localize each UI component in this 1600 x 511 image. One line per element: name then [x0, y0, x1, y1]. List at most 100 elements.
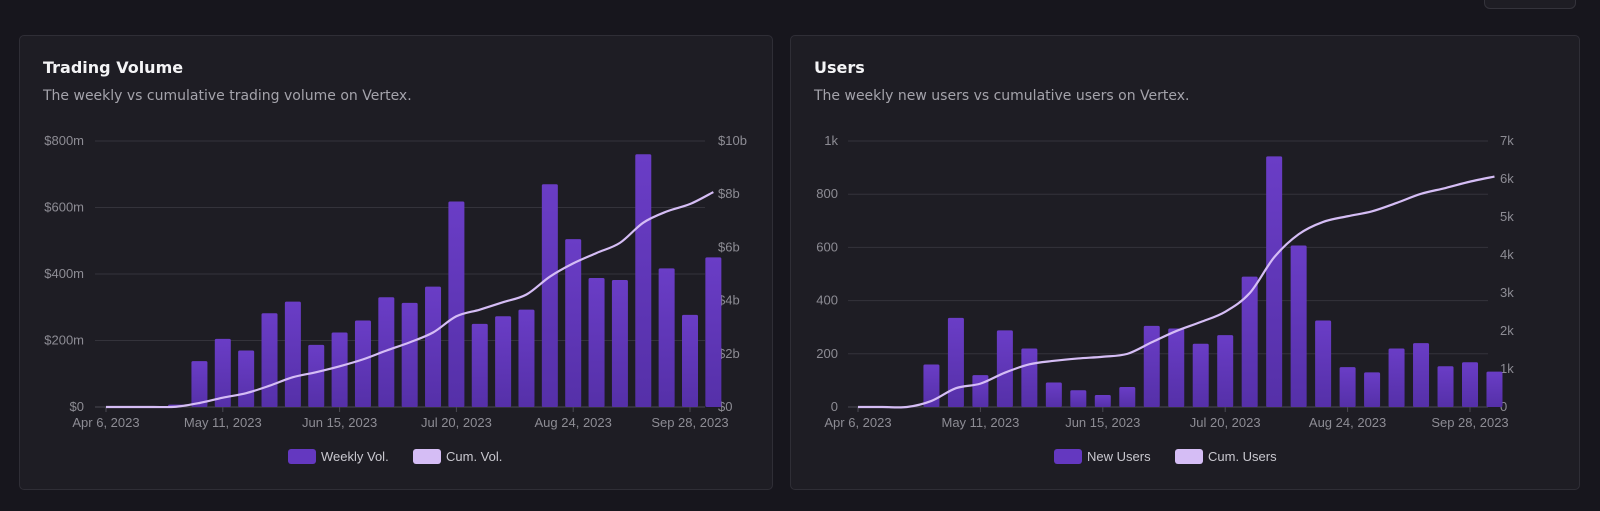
legend-swatch: [1054, 449, 1082, 464]
bar: [972, 375, 989, 407]
x-tick-label: Jun 15, 2023: [302, 415, 377, 430]
top-right-button[interactable]: [1484, 0, 1576, 9]
y-left-tick-label: 0: [831, 399, 838, 414]
x-tick-label: Apr 6, 2023: [824, 415, 891, 430]
legend-swatch: [1175, 449, 1203, 464]
y-right-tick-label: $8b: [718, 186, 740, 201]
bar: [495, 316, 512, 407]
bar: [1021, 348, 1038, 407]
y-left-tick-label: 600: [816, 239, 838, 254]
x-tick-label: Jul 20, 2023: [1190, 415, 1261, 430]
bar: [1290, 245, 1307, 407]
bar: [308, 344, 325, 407]
bar: [947, 317, 964, 407]
bar: [682, 314, 698, 407]
users-card: Users The weekly new users vs cumulative…: [790, 35, 1580, 490]
y-left-tick-label: 800: [816, 186, 838, 201]
bar: [214, 338, 231, 407]
x-tick-label: Jul 20, 2023: [421, 415, 492, 430]
y-left-tick-label: 200: [816, 346, 838, 361]
bar: [588, 277, 605, 407]
bar: [1266, 156, 1283, 407]
x-tick-label: Sep 28, 2023: [651, 415, 728, 430]
bar: [541, 184, 558, 407]
bar: [1168, 328, 1185, 407]
y-left-tick-label: $800m: [44, 133, 84, 148]
x-tick-label: May 11, 2023: [941, 415, 1019, 430]
bar: [1119, 387, 1136, 407]
bar: [1094, 395, 1111, 407]
card-subtitle: The weekly vs cumulative trading volume …: [43, 88, 412, 104]
bar: [331, 332, 348, 407]
bar: [565, 239, 582, 407]
legend-swatch: [288, 449, 316, 464]
bar: [1339, 367, 1356, 407]
y-right-tick-label: 7k: [1500, 133, 1514, 148]
y-left-tick-label: 400: [816, 293, 838, 308]
bar: [996, 330, 1013, 407]
bar: [635, 154, 652, 407]
bar: [1070, 390, 1087, 407]
bar: [425, 286, 442, 407]
bar: [705, 257, 722, 407]
legend-label: Cum. Vol.: [446, 449, 502, 464]
bar: [611, 279, 628, 407]
bar: [401, 302, 418, 407]
bar: [1045, 382, 1062, 407]
y-right-tick-label: $4b: [718, 293, 740, 308]
legend-label: New Users: [1087, 449, 1151, 464]
bar: [1413, 343, 1430, 407]
bar: [1364, 372, 1381, 407]
bar: [448, 201, 465, 407]
bar: [1388, 348, 1405, 407]
y-right-tick-label: $10b: [718, 133, 747, 148]
legend-label: Cum. Users: [1208, 449, 1277, 464]
bar: [1315, 320, 1332, 407]
y-right-tick-label: 4k: [1500, 247, 1514, 262]
y-right-tick-label: 3k: [1500, 285, 1514, 300]
card-title: Trading Volume: [43, 58, 184, 77]
y-right-tick-label: $2b: [718, 346, 740, 361]
y-left-tick-label: $200m: [44, 333, 84, 348]
y-left-tick-label: $600m: [44, 200, 84, 215]
card-subtitle: The weekly new users vs cumulative users…: [814, 88, 1190, 104]
x-tick-label: Sep 28, 2023: [1431, 415, 1508, 430]
x-tick-label: Jun 15, 2023: [1065, 415, 1140, 430]
bar: [1143, 325, 1160, 407]
bar: [378, 297, 395, 407]
bar: [518, 309, 535, 407]
y-right-tick-label: $0: [718, 399, 732, 414]
bar: [923, 364, 940, 407]
bar: [1462, 362, 1478, 407]
bar: [1217, 335, 1234, 407]
y-left-tick-label: $400m: [44, 266, 84, 281]
legend-label: Weekly Vol.: [321, 449, 389, 464]
y-right-tick-label: 2k: [1500, 323, 1514, 338]
bar: [471, 323, 488, 407]
y-right-tick-label: 1k: [1500, 361, 1514, 376]
x-tick-label: Apr 6, 2023: [72, 415, 139, 430]
y-right-tick-label: $6b: [718, 239, 740, 254]
bar: [1486, 371, 1503, 407]
bar: [354, 320, 371, 407]
y-right-tick-label: 5k: [1500, 209, 1514, 224]
bar: [284, 301, 301, 407]
x-tick-label: Aug 24, 2023: [535, 415, 612, 430]
bar: [1192, 343, 1209, 407]
y-left-tick-label: $0: [70, 399, 84, 414]
x-tick-label: May 11, 2023: [184, 415, 262, 430]
bar: [1241, 276, 1258, 407]
y-right-tick-label: 6k: [1500, 171, 1514, 186]
bar: [191, 361, 208, 407]
y-right-tick-label: 0: [1500, 399, 1507, 414]
legend-swatch: [413, 449, 441, 464]
cumulative-line: [857, 175, 1495, 409]
y-left-tick-label: 1k: [824, 133, 838, 148]
bar: [1437, 366, 1454, 407]
cumulative-line: [105, 191, 714, 409]
bar: [658, 268, 675, 407]
x-tick-label: Aug 24, 2023: [1309, 415, 1386, 430]
card-title: Users: [814, 58, 865, 77]
